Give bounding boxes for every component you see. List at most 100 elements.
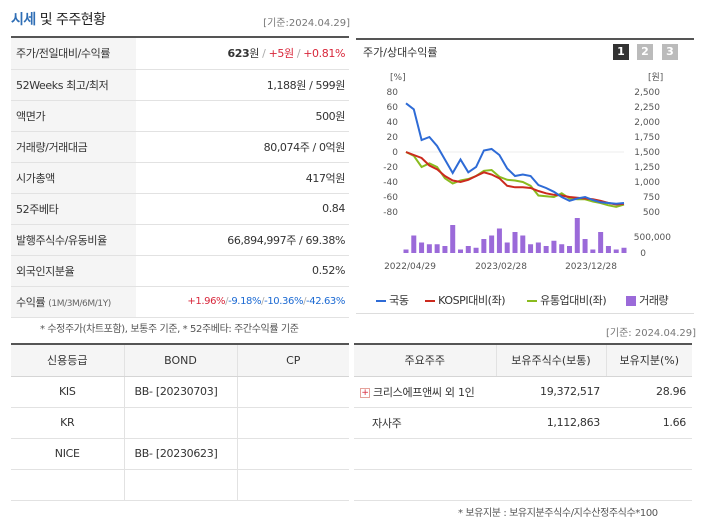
column-header: 주요주주 [354, 345, 497, 377]
empty-cell [237, 469, 349, 501]
bond-rating: BB- [20230703] [124, 376, 238, 408]
right-tick-label: 1,750 [634, 133, 660, 143]
rating-agency: NICE [11, 438, 125, 470]
chart-page-1-button[interactable]: 1 [613, 44, 629, 60]
x-tick-label: 2022/04/29 [384, 262, 436, 272]
left-tick-label: 80 [387, 88, 399, 98]
table-row: 발행주식수/유동비율 66,894,997주 / 69.38% [11, 224, 349, 256]
volume-bar [489, 235, 495, 253]
bond-rating: BB- [20230623] [124, 438, 238, 470]
volume-bar [496, 228, 502, 253]
legend-item: KOSPI대비(좌) [425, 292, 506, 308]
foreign-label: 외국인지분율 [11, 255, 136, 287]
volume-bar [465, 246, 471, 253]
table-header-row: 신용등급 BOND CP [11, 345, 349, 377]
volume-label: 거래량/거래대금 [11, 131, 136, 163]
volume-bar [520, 235, 526, 253]
chart-title: 주가/상대수익률 [363, 46, 438, 59]
series-line-1 [405, 151, 625, 206]
table-header-row: 주요주주 보유주식수(보통) 보유지분(%) [354, 345, 692, 377]
cp-rating [237, 438, 349, 470]
volume-bar [403, 249, 409, 253]
empty-cell [606, 469, 692, 501]
shares-value: 66,894,997주 / 69.38% [136, 224, 349, 256]
column-header: 보유주식수(보통) [496, 345, 607, 377]
table-row: 외국인지분율 0.52% [11, 255, 349, 287]
week52-label: 52Weeks 최고/최저 [11, 69, 136, 101]
left-axis-unit: [%] [390, 73, 406, 83]
empty-cell [606, 438, 692, 470]
price-chart: [%] [원] 80 60 40 20 0 -20 -40 -60 -80 2,500 2,250 2,0… [383, 72, 671, 272]
holder-name[interactable]: + 크리스에프앤씨 외 1인 [354, 376, 496, 408]
volume-bar [419, 242, 425, 253]
volume-bar [613, 249, 619, 253]
par-value: 500원 [136, 100, 349, 132]
volume-bar [543, 246, 549, 253]
volume-bar [411, 235, 417, 253]
left-tick-label: -80 [383, 208, 398, 218]
volume-tick-label: 500,000 [634, 233, 671, 243]
shareholder-table: 주요주주 보유주식수(보통) 보유지분(%) + 크리스에프앤씨 외 1인 19,… [354, 345, 692, 501]
chart-base-date: [기준: 2024.04.29] [606, 328, 697, 339]
column-header: 보유지분(%) [606, 345, 692, 377]
returns-label: 수익률 (1M/3M/6M/1Y) [11, 286, 136, 318]
holder-footnote: * 보유지분 : 보유지분주식수/지수산정주식수*100 [458, 508, 658, 519]
volume-bar [567, 246, 572, 253]
empty-cell [496, 469, 606, 501]
quote-footnote: * 수정주가(차트포함), 보통주 기준, * 52주베타: 주간수익률 기준 [40, 324, 299, 335]
table-row: 52Weeks 최고/최저 1,188원 / 599원 [11, 69, 349, 101]
legend-item: 국동 [376, 292, 409, 308]
expand-icon[interactable]: + [360, 387, 370, 398]
empty-cell [124, 469, 238, 501]
volume-bar [528, 244, 534, 253]
empty-cell [496, 438, 606, 470]
table-row: 자사주 1,112,863 1.66 [354, 407, 692, 439]
column-header: BOND [124, 345, 238, 377]
volume-bar [434, 244, 440, 253]
beta-value: 0.84 [136, 193, 349, 225]
volume-bar [458, 249, 463, 253]
returns-values: +1.96%/-9.18%/-10.36%/-42.63% [136, 286, 349, 318]
volume-tick-label: 0 [640, 249, 646, 259]
volume-bar [481, 239, 487, 253]
table-row: + 크리스에프앤씨 외 1인 19,372,517 28.96 [354, 376, 692, 408]
table-row: KIS BB- [20230703] [11, 376, 349, 408]
left-tick-label: 20 [387, 133, 399, 143]
volume-bar [551, 240, 557, 253]
left-tick-label: 40 [387, 118, 399, 128]
table-row: NICE BB- [20230623] [11, 438, 349, 470]
volume-bar [442, 246, 448, 253]
volume-bar [605, 246, 611, 253]
series-line-0 [405, 102, 625, 205]
volume-bar [512, 232, 518, 253]
chart-page-3-button[interactable]: 3 [662, 44, 678, 60]
volume-bar [559, 244, 565, 253]
right-tick-label: 2,500 [634, 88, 660, 98]
holder-pct: 1.66 [606, 407, 692, 439]
table-row: 시가총액 417억원 [11, 162, 349, 194]
chart-page-2-button[interactable]: 2 [637, 44, 653, 60]
volume-bar [426, 244, 432, 253]
holder-shares: 19,372,517 [496, 376, 606, 408]
right-tick-label: 1,250 [634, 163, 660, 173]
page-title: 시세 및 주주현황 [11, 12, 106, 28]
volume-bar [598, 232, 604, 253]
credit-rating-table: 신용등급 BOND CP KIS BB- [20230703] KR NICE … [11, 345, 349, 501]
table-row: 주가/전일대비/수익률 623원 / +5원 / +0.81% [11, 38, 349, 70]
left-tick-label: 60 [387, 103, 399, 113]
holder-shares: 1,112,863 [496, 407, 606, 439]
holder-pct: 28.96 [606, 376, 692, 408]
volume-bar [621, 247, 627, 253]
table-row: 수익률 (1M/3M/6M/1Y) +1.96%/-9.18%/-10.36%/… [11, 286, 349, 318]
table-row [354, 469, 692, 501]
chart-panel [356, 38, 694, 314]
left-tick-label: -20 [383, 163, 398, 173]
right-tick-label: 1,000 [634, 178, 660, 188]
cp-rating [237, 407, 349, 439]
legend-item: 거래량 [626, 292, 669, 308]
volume-bar [473, 247, 479, 253]
right-tick-label: 2,000 [634, 118, 660, 128]
left-tick-label: 0 [392, 148, 398, 158]
volume-bar [582, 239, 588, 253]
divider [354, 343, 692, 345]
